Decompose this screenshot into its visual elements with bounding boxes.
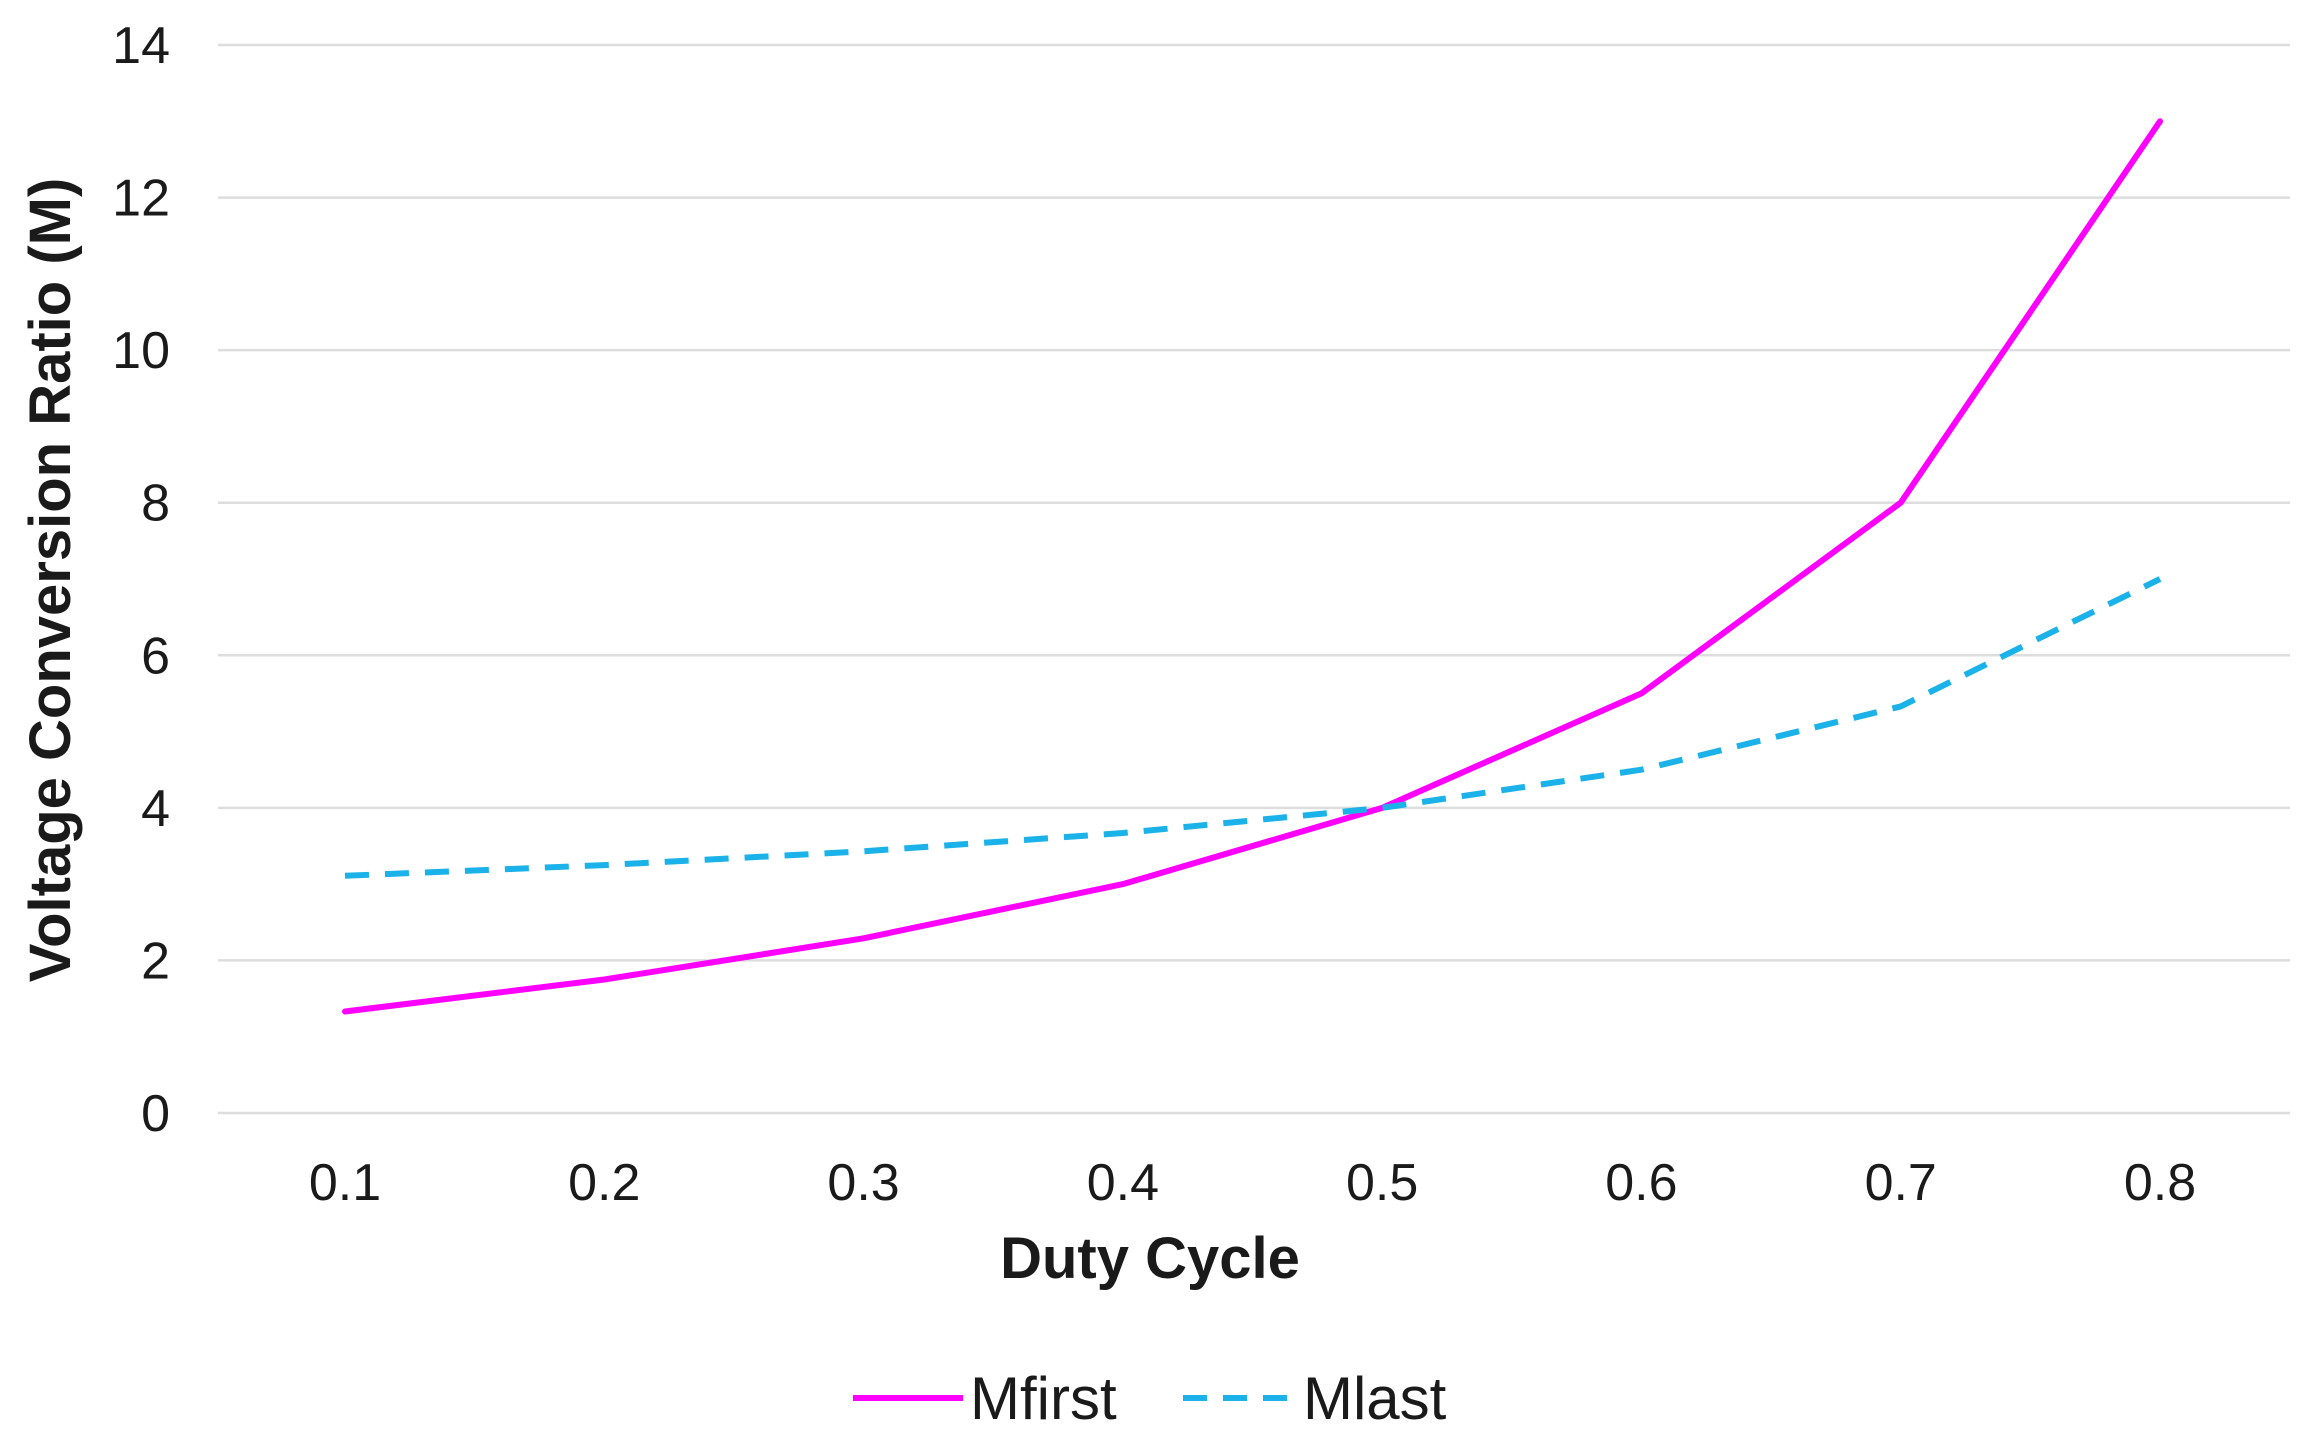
x-tick-label: 0.2 xyxy=(568,1154,640,1212)
x-tick-label: 0.8 xyxy=(2124,1154,2196,1212)
x-axis-title: Duty Cycle xyxy=(1000,1226,1300,1291)
y-tick-label: 8 xyxy=(141,475,170,533)
series-lines xyxy=(342,118,2163,1015)
legend-label-mfirst: Mfirst xyxy=(970,1365,1117,1432)
y-tick-label: 0 xyxy=(141,1085,170,1143)
x-tick-label: 0.5 xyxy=(1346,1154,1418,1212)
y-tick-label: 12 xyxy=(112,170,170,228)
x-tick-label: 0.3 xyxy=(827,1154,899,1212)
legend: Mfirst Mlast xyxy=(853,1365,1447,1432)
x-axis-ticks: 0.1 0.2 0.3 0.4 0.5 0.6 0.7 0.8 xyxy=(309,1154,2196,1212)
x-tick-label: 0.1 xyxy=(309,1154,381,1212)
y-axis-ticks: 0 2 4 6 8 10 12 14 xyxy=(112,17,170,1143)
y-axis-title: Voltage Conversion Ratio (M) xyxy=(18,178,83,983)
x-tick-label: 0.7 xyxy=(1865,1154,1937,1212)
legend-label-mlast: Mlast xyxy=(1303,1365,1447,1432)
x-tick-label: 0.6 xyxy=(1605,1154,1677,1212)
x-tick-label: 0.4 xyxy=(1087,1154,1159,1212)
y-tick-label: 14 xyxy=(112,17,170,75)
y-tick-label: 2 xyxy=(141,932,170,990)
y-tick-label: 4 xyxy=(141,780,170,838)
y-tick-label: 10 xyxy=(112,322,170,380)
gridlines xyxy=(218,43,2290,1115)
series-line-mfirst xyxy=(342,118,2163,1015)
y-tick-label: 6 xyxy=(141,627,170,685)
series-line-mlast xyxy=(344,576,2162,879)
